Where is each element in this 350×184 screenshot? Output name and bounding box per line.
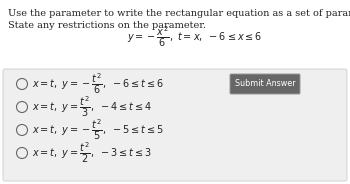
Text: Use the parameter to write the rectangular equation as a set of parametric equat: Use the parameter to write the rectangul… bbox=[8, 9, 350, 18]
Text: $x = t,\ y = \dfrac{t^2}{2},\ -3 \leq t \leq 3$: $x = t,\ y = \dfrac{t^2}{2},\ -3 \leq t … bbox=[33, 141, 152, 165]
Text: Submit Answer: Submit Answer bbox=[235, 79, 295, 89]
FancyBboxPatch shape bbox=[3, 69, 347, 181]
Text: State any restrictions on the parameter.: State any restrictions on the parameter. bbox=[8, 21, 209, 30]
Text: $x = t,\ y = -\dfrac{t^2}{6},\ -6 \leq t \leq 6$: $x = t,\ y = -\dfrac{t^2}{6},\ -6 \leq t… bbox=[33, 72, 164, 96]
Text: $x = t,\ y = -\dfrac{t^2}{5},\ -5 \leq t \leq 5$: $x = t,\ y = -\dfrac{t^2}{5},\ -5 \leq t… bbox=[33, 118, 164, 142]
FancyBboxPatch shape bbox=[230, 74, 300, 94]
Text: $x = t,\ y = \dfrac{t^2}{3},\ -4 \leq t \leq 4$: $x = t,\ y = \dfrac{t^2}{3},\ -4 \leq t … bbox=[33, 95, 152, 119]
Text: $y = -\dfrac{x^2}{6},\ t = x,\ -6 \leq x \leq 6$: $y = -\dfrac{x^2}{6},\ t = x,\ -6 \leq x… bbox=[127, 24, 262, 49]
